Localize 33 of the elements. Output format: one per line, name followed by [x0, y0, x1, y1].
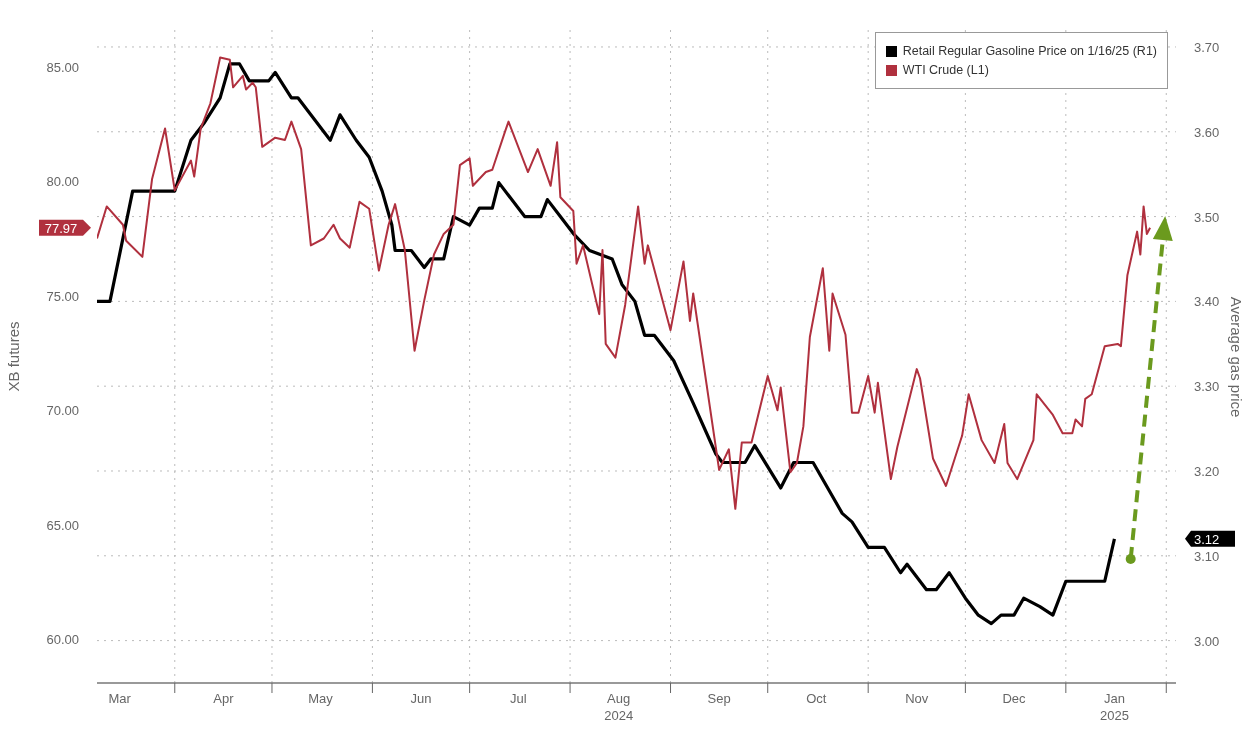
y2-axis-title: Average gas price — [1227, 296, 1245, 417]
legend-label: WTI Crude (L1) — [902, 63, 989, 77]
x-tick-label: Nov — [905, 691, 929, 706]
x-tick-label: Apr — [213, 691, 235, 706]
y2-tick-label: 3.30 — [1194, 379, 1220, 395]
x-tick-label: Jan 2025 — [1099, 691, 1129, 723]
line-series — [97, 56, 1152, 510]
line-series — [97, 62, 1117, 626]
y2-tick-label: 3.60 — [1194, 124, 1220, 140]
y-tick-label: 77.97 — [44, 220, 78, 236]
x-tick-label: Mar — [108, 691, 132, 706]
y2-tick-label: 3.70 — [1194, 39, 1220, 55]
x-tick-label: Jul — [509, 691, 527, 706]
x-tick-label: Sep — [707, 691, 731, 706]
legend-label: Retail Regular Gasoline Price on 1/16/25 (R1) — [902, 44, 1157, 58]
y2-tick-label: 3.40 — [1194, 294, 1220, 310]
y2-tick-label: 3.20 — [1194, 463, 1220, 479]
y-tick-label: 75.00 — [46, 288, 79, 304]
y2-tick-label: 3.12 — [1194, 531, 1220, 547]
y2-tick-label: 3.50 — [1194, 209, 1220, 225]
y-tick-label: 80.00 — [46, 174, 79, 190]
x-tick-label: Oct — [806, 691, 827, 706]
y2-tick-label: 3.10 — [1194, 548, 1220, 564]
y2-tick-label: 3.00 — [1194, 633, 1220, 649]
x-tick-label: Jun — [410, 691, 432, 706]
x-tick-label: Aug 2024 — [604, 691, 634, 723]
y-tick-label: 70.00 — [46, 403, 79, 419]
y-axis-title: XB futures — [5, 321, 23, 392]
y-tick-label: 65.00 — [46, 517, 79, 533]
x-tick-label: May — [308, 691, 334, 706]
x-tick-label: Dec — [1002, 691, 1027, 706]
y-tick-label: 85.00 — [46, 59, 79, 75]
y-tick-label: 60.00 — [46, 632, 79, 648]
